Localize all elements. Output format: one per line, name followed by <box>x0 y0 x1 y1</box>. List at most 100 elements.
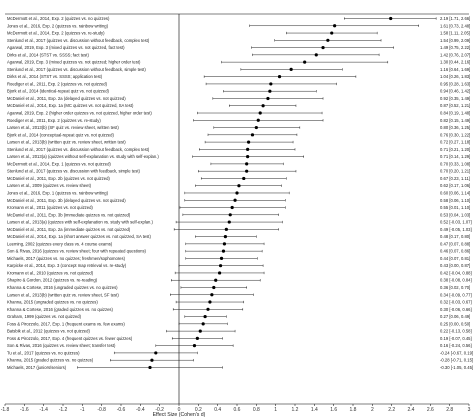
study-label: McDaniel et al., 2014, Exp. 1a (short an… <box>7 234 151 239</box>
effect-size-value: 0.67 [0.23, 1.11] <box>440 176 470 181</box>
study-label: Larsen et al., 2009 (quizzes vs. review … <box>7 183 92 188</box>
effect-size-point <box>268 89 272 93</box>
effect-size-point <box>277 75 282 79</box>
effect-size-point <box>224 227 228 231</box>
study-row: Agarwal, 2019, Exp. 3 (mixed quizzes vs.… <box>7 60 470 65</box>
study-row: Kromann et al., 2011 (quizzes vs. not qu… <box>7 205 470 210</box>
x-tick-label: 0.8 <box>253 407 260 413</box>
study-label: Larsen et al., 2013(a) (quizzes with sel… <box>7 220 154 225</box>
study-label: Batsbik et al., 2012 (quizzes vs. not qu… <box>7 329 90 334</box>
study-label: Larsen et al., 2013(b) (written quiz vs.… <box>7 140 126 145</box>
study-row: Khanna & Cortese, 2016 (ungraded quizzes… <box>7 285 470 290</box>
study-row: Larsen et al., 2013(b) (SF quiz vs. revi… <box>7 125 470 130</box>
effect-size-value: 0.92 [0.35, 1.49] <box>440 96 470 101</box>
effect-size-point <box>198 329 202 333</box>
effect-size-value: 0.71 [0.14, 1.29] <box>440 154 470 159</box>
effect-size-value: 1.58 [1.11, 2.05] <box>440 31 470 36</box>
study-label: Larsen et al., 2013(a) (quizzes without … <box>7 154 159 159</box>
study-row: McDaniel et al., 2011, Exp. 3b (delayed … <box>7 198 470 203</box>
effect-size-value: 0.60 [0.06, 1.14] <box>440 190 470 195</box>
study-label: McDaniel et al., 2011, Exp. 3b (immediat… <box>7 212 131 217</box>
effect-size-value: 0.58 [0.06, 1.10] <box>440 198 470 203</box>
study-row: Agarwal, 2019, Exp. 2 (higher order quiz… <box>7 111 470 116</box>
study-label: Khanna, 2015 (ungraded quizzes vs. no qu… <box>7 300 98 305</box>
x-tick-label: -0.8 <box>97 407 106 413</box>
effect-size-value: 1.61 [0.73, 2.48] <box>440 23 470 28</box>
study-row: Michaels, 2017 (juniors/seniors) -0.30 [-… <box>7 365 473 370</box>
effect-size-point <box>206 307 210 311</box>
study-label: Bjork et al., 2014 (conceptual-repeat qu… <box>7 132 114 137</box>
effect-size-point <box>218 271 222 275</box>
effect-size-value: 0.42 [-0.04, 0.88] <box>440 270 472 275</box>
study-row: Larsen et al., 2013(b) (written quiz vs.… <box>7 292 472 297</box>
effect-size-point <box>245 162 249 166</box>
effect-size-point <box>154 351 158 355</box>
effect-size-point <box>247 140 251 144</box>
effect-size-point <box>242 176 246 181</box>
effect-size-point <box>254 125 258 130</box>
effect-size-point <box>245 169 249 173</box>
study-label: Son & Rivas, 2016 (quizzes vs. review sh… <box>7 343 116 348</box>
effect-size-value: 0.48 [0.17, 0.80] <box>440 234 470 239</box>
effect-size-point <box>230 205 234 210</box>
study-label: McDaniel et al., 2014, Exp. 1a (MC quizz… <box>7 103 134 108</box>
effect-size-value: 0.76 [0.30, 1.22] <box>440 132 470 137</box>
effect-size-point <box>223 235 227 239</box>
study-label: Agarwal, 2019, Exp. 3 (mixed quizzes vs.… <box>7 60 141 65</box>
study-row: Larsen et al., 2013(a) (quizzes with sel… <box>7 220 472 225</box>
study-label: Kromann et al., 2011 (quizzes vs. not qu… <box>7 205 93 210</box>
study-label: McDermott et al., 2014, Exp. 2 (quizzes … <box>7 16 110 21</box>
effect-size-point <box>389 16 393 21</box>
study-label: McDermott et al., 2014, Exp. 2 (quizzes … <box>7 31 105 36</box>
effect-size-value: 0.55 [0.01, 1.10] <box>440 205 470 210</box>
study-label: Dirks et al., 2014 (STST vs. SSSS; appli… <box>7 74 103 79</box>
study-label: Leeming, 2002 (quizzes every class vs. 4… <box>7 241 113 246</box>
study-row: Karpicke et al., 2014, Exp. 3 (concept m… <box>7 263 470 268</box>
x-tick-label: 1.6 <box>330 407 337 413</box>
x-tick-label: 2.2 <box>388 407 395 413</box>
effect-size-value: 1.04 [0.26, 1.83] <box>440 74 470 79</box>
effect-size-value: 0.82 [0.15, 1.49] <box>440 118 470 123</box>
effect-size-point <box>222 242 227 246</box>
study-row: Son & Rivas, 2016 (quizzes vs. review sh… <box>7 343 472 348</box>
x-tick-label: 1.2 <box>292 407 299 413</box>
study-label: Michaels, 2017 (juniors/seniors) <box>7 365 67 370</box>
study-row: Stenlund et al., 2017 (quizzes vs. discu… <box>7 67 470 72</box>
effect-size-point <box>212 285 216 290</box>
study-row: Stenlund et al., 2017 (quizzes vs. discu… <box>7 169 470 174</box>
effect-size-value: 0.71 [0.21, 1.20] <box>440 147 470 152</box>
effect-size-point <box>250 133 255 137</box>
study-row: Larsen et al., 2013(a) (quizzes without … <box>7 154 470 159</box>
study-label: Graham, 1999 (quizzes vs. not quizzed) <box>7 314 82 319</box>
effect-size-point <box>237 184 241 188</box>
x-tick-label: 0 <box>178 407 181 413</box>
effect-size-value: 0.27 [0.06, 0.49] <box>440 314 470 319</box>
effect-size-value: -0.30 [-1.05, 0.45] <box>440 365 473 370</box>
x-tick-label: 0.6 <box>234 407 241 413</box>
study-label: Foss & Pirozzolo, 2017, Exp. 1 (frequent… <box>7 321 125 326</box>
study-label: Stenlund et al., 2017 (quizzes vs. discu… <box>7 67 146 72</box>
effect-size-point <box>219 256 224 261</box>
effect-size-value: 0.22 [-0.13, 0.58] <box>440 329 472 334</box>
study-label: Larsen et al., 2013(b) (written quiz vs.… <box>7 292 119 297</box>
effect-size-value: 0.32 [-0.03, 0.67] <box>440 300 472 305</box>
x-tick-label: 0.4 <box>214 407 221 413</box>
study-label: McDaniel et al., 2011, Exp. 3b (delayed … <box>7 198 126 203</box>
effect-size-value: 0.30 [-0.06, 0.66] <box>440 307 472 312</box>
reference-lines <box>5 13 469 404</box>
effect-size-value: 0.47 [0.07, 0.88] <box>440 241 470 246</box>
effect-size-value: 0.95 [0.28, 1.63] <box>440 81 470 86</box>
effect-size-point <box>210 293 214 297</box>
study-row: Bjork et al., 2014 (conceptual-repeat qu… <box>7 132 470 137</box>
effect-size-point <box>321 45 325 50</box>
effect-size-value: 0.16 [-0.24, 0.56] <box>440 343 472 348</box>
effect-size-value: 0.87 [0.52, 1.21] <box>440 103 470 108</box>
effect-size-value: 0.19 [-0.07, 0.45] <box>440 336 472 341</box>
study-row: Dirks et al., 2014 (STST vs. SSSS; fact … <box>7 52 470 57</box>
effect-size-point <box>258 111 262 115</box>
x-tick-label: 0.2 <box>195 407 202 413</box>
effect-size-point <box>221 249 226 253</box>
effect-size-point <box>289 67 293 71</box>
study-row: Kromann et al., 2010 (quizzes vs. not qu… <box>7 270 472 275</box>
study-label: McDaniel et al., 2011, Exp. 2a (delayed … <box>7 96 126 101</box>
